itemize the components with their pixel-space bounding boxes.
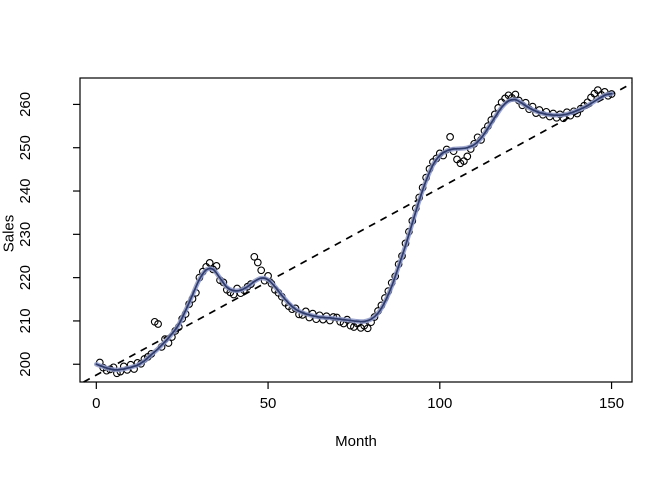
y-axis-tick-label: 200 bbox=[17, 352, 34, 377]
data-point bbox=[463, 152, 472, 161]
y-axis-tick-label: 220 bbox=[17, 265, 34, 290]
data-point bbox=[363, 324, 372, 333]
x-axis-tick-label: 150 bbox=[599, 395, 624, 412]
loess-smooth-band bbox=[94, 91, 614, 373]
data-point bbox=[212, 262, 221, 270]
y-axis-tick-label: 240 bbox=[17, 178, 34, 203]
plot-box bbox=[79, 77, 633, 383]
loess-smooth-line bbox=[95, 92, 613, 371]
x-axis-tick-label: 0 bbox=[92, 395, 100, 412]
regression-dashed-line bbox=[83, 82, 633, 383]
x-axis-tick-label: 50 bbox=[260, 395, 277, 412]
data-point bbox=[154, 320, 162, 328]
y-axis-tick-label: 250 bbox=[17, 135, 34, 160]
data-point bbox=[253, 258, 262, 267]
x-axis-title: Month bbox=[335, 433, 377, 450]
y-axis-tick-label: 210 bbox=[17, 308, 34, 333]
data-point bbox=[250, 252, 259, 261]
x-axis-tick-label: 100 bbox=[427, 395, 452, 412]
y-axis-tick-label: 260 bbox=[17, 92, 34, 117]
y-axis-title: Sales bbox=[0, 214, 18, 253]
y-axis-tick-label: 230 bbox=[17, 222, 34, 247]
data-point bbox=[257, 266, 266, 275]
data-point bbox=[446, 133, 454, 141]
